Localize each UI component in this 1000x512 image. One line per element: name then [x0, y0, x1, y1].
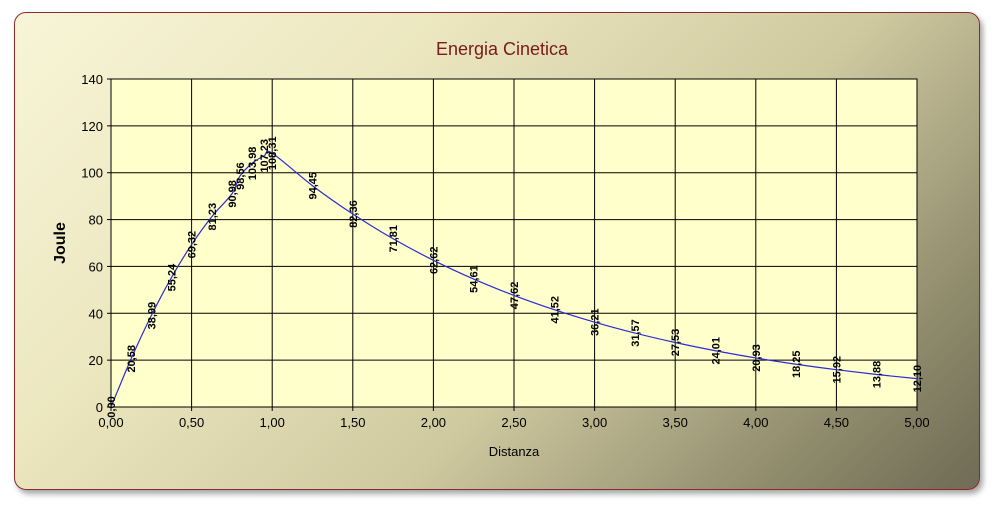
data-label: 69,32 — [187, 231, 199, 259]
x-tick-label: 0,50 — [179, 415, 204, 430]
data-label: 94,45 — [308, 172, 320, 200]
x-tick-label: 3,50 — [663, 415, 688, 430]
y-tick-label: 0 — [96, 400, 103, 415]
series-line — [110, 150, 918, 408]
x-tick-label: 5,00 — [904, 415, 929, 430]
x-tick-label: 3,00 — [582, 415, 607, 430]
y-tick-label: 100 — [81, 166, 103, 181]
y-tick-label: 80 — [89, 213, 103, 228]
x-tick-label: 1,00 — [260, 415, 285, 430]
x-tick-label: 0,00 — [98, 415, 123, 430]
data-label: 90,98 — [227, 180, 239, 208]
y-tick-label: 40 — [89, 306, 103, 321]
data-label: 13,88 — [872, 361, 884, 389]
data-label: 41,52 — [549, 296, 561, 324]
data-label: 108,31 — [267, 136, 279, 170]
y-tick-label: 140 — [81, 72, 103, 87]
data-label: 18,25 — [791, 350, 803, 378]
data-label: 27,53 — [670, 329, 682, 357]
data-label: 54,61 — [469, 265, 481, 293]
grid-lines — [111, 78, 917, 407]
data-label: 103,98 — [247, 147, 259, 181]
data-label: 55,24 — [166, 263, 178, 291]
chart-canvas: Energia Cinetica 0,00 0,50 1,00 1,50 2,00 2,5… — [52, 39, 930, 459]
y-axis-label: Joule — [52, 222, 69, 264]
x-tick-label: 2,00 — [421, 415, 446, 430]
chart-title: Energia Cinetica — [436, 39, 569, 59]
data-label: 31,57 — [630, 319, 642, 347]
y-tick-label: 120 — [81, 119, 103, 134]
data-label: 38,99 — [146, 302, 158, 330]
x-tick-label: 2,50 — [501, 415, 526, 430]
data-label: 81,23 — [207, 203, 219, 231]
x-axis-label: Distanza — [489, 444, 540, 459]
x-tick-label: 4,50 — [824, 415, 849, 430]
axis-ticks: 0,00 0,50 1,00 1,50 2,00 2,50 3,00 3,50 4,00 4,50… — [81, 72, 929, 430]
data-label: 107,23 — [259, 139, 271, 173]
data-label: 47,62 — [509, 282, 521, 310]
data-label: 62,62 — [428, 247, 440, 275]
data-label: 20,58 — [126, 345, 138, 373]
data-label: 24,01 — [711, 337, 723, 365]
data-label: 71,81 — [388, 225, 400, 253]
data-label: 20,93 — [751, 344, 763, 372]
data-label: 82,36 — [348, 200, 360, 228]
data-label: 12,10 — [912, 365, 924, 393]
data-label: 15,92 — [831, 356, 843, 384]
x-tick-label: 1,50 — [340, 415, 365, 430]
chart-frame: Energia Cinetica 0,00 0,50 1,00 1,50 2,00 2,5… — [14, 12, 980, 490]
x-tick-label: 4,00 — [743, 415, 768, 430]
data-label: 0,00 — [106, 396, 118, 417]
data-label: 36,21 — [590, 308, 602, 336]
y-tick-label: 60 — [89, 259, 103, 274]
y-tick-label: 20 — [89, 353, 103, 368]
data-label: 98,56 — [235, 162, 247, 190]
